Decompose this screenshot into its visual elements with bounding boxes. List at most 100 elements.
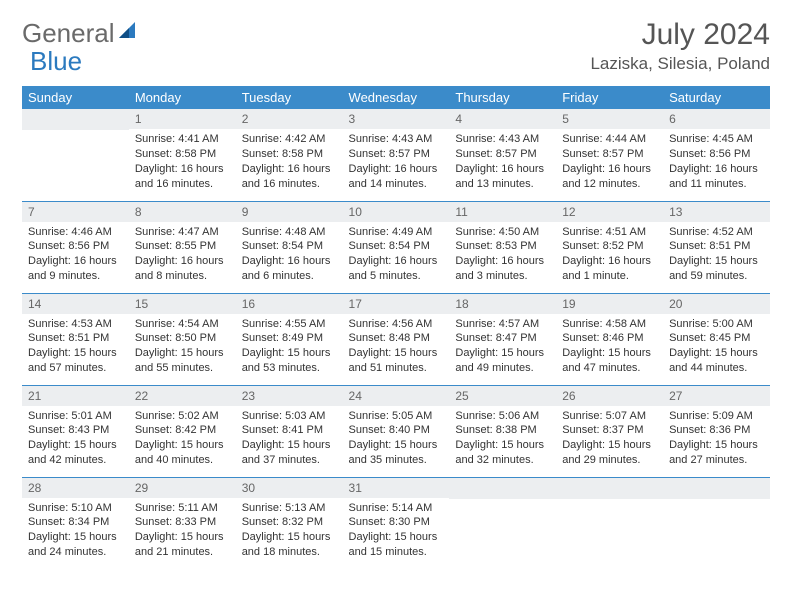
daylight-line1: Daylight: 16 hours bbox=[669, 162, 764, 177]
weekday-header: Sunday bbox=[22, 86, 129, 109]
day-cell: 2Sunrise: 4:42 AMSunset: 8:58 PMDaylight… bbox=[236, 109, 343, 201]
day-cell: 3Sunrise: 4:43 AMSunset: 8:57 PMDaylight… bbox=[343, 109, 450, 201]
sunrise: Sunrise: 5:05 AM bbox=[349, 409, 444, 424]
day-content: Sunrise: 4:44 AMSunset: 8:57 PMDaylight:… bbox=[556, 129, 663, 197]
day-cell: 8Sunrise: 4:47 AMSunset: 8:55 PMDaylight… bbox=[129, 201, 236, 293]
day-content: Sunrise: 4:56 AMSunset: 8:48 PMDaylight:… bbox=[343, 314, 450, 382]
header: General July 2024 Laziska, Silesia, Pola… bbox=[22, 18, 770, 74]
day-content: Sunrise: 4:55 AMSunset: 8:49 PMDaylight:… bbox=[236, 314, 343, 382]
day-cell: 5Sunrise: 4:44 AMSunset: 8:57 PMDaylight… bbox=[556, 109, 663, 201]
day-cell: 26Sunrise: 5:07 AMSunset: 8:37 PMDayligh… bbox=[556, 385, 663, 477]
day-cell: 31Sunrise: 5:14 AMSunset: 8:30 PMDayligh… bbox=[343, 477, 450, 569]
sunset: Sunset: 8:45 PM bbox=[669, 331, 764, 346]
day-number: 24 bbox=[343, 386, 450, 406]
sunset: Sunset: 8:51 PM bbox=[669, 239, 764, 254]
sunset: Sunset: 8:56 PM bbox=[669, 147, 764, 162]
day-content: Sunrise: 4:50 AMSunset: 8:53 PMDaylight:… bbox=[449, 222, 556, 290]
sunset: Sunset: 8:52 PM bbox=[562, 239, 657, 254]
daylight-line1: Daylight: 16 hours bbox=[242, 254, 337, 269]
daylight-line2: and 16 minutes. bbox=[242, 177, 337, 192]
logo-sail-icon bbox=[117, 18, 139, 49]
week-row: 14Sunrise: 4:53 AMSunset: 8:51 PMDayligh… bbox=[22, 293, 770, 385]
sunrise: Sunrise: 4:53 AM bbox=[28, 317, 123, 332]
day-number: 26 bbox=[556, 386, 663, 406]
sunset: Sunset: 8:58 PM bbox=[242, 147, 337, 162]
day-cell: 10Sunrise: 4:49 AMSunset: 8:54 PMDayligh… bbox=[343, 201, 450, 293]
day-cell: 1Sunrise: 4:41 AMSunset: 8:58 PMDaylight… bbox=[129, 109, 236, 201]
day-number: 10 bbox=[343, 202, 450, 222]
day-cell: 28Sunrise: 5:10 AMSunset: 8:34 PMDayligh… bbox=[22, 477, 129, 569]
sunset: Sunset: 8:54 PM bbox=[349, 239, 444, 254]
weekday-header: Monday bbox=[129, 86, 236, 109]
sunrise: Sunrise: 4:44 AM bbox=[562, 132, 657, 147]
day-number: 12 bbox=[556, 202, 663, 222]
daylight-line2: and 44 minutes. bbox=[669, 361, 764, 376]
day-content: Sunrise: 5:13 AMSunset: 8:32 PMDaylight:… bbox=[236, 498, 343, 566]
day-cell: 16Sunrise: 4:55 AMSunset: 8:49 PMDayligh… bbox=[236, 293, 343, 385]
daylight-line1: Daylight: 16 hours bbox=[455, 162, 550, 177]
sunrise: Sunrise: 4:56 AM bbox=[349, 317, 444, 332]
day-number: 6 bbox=[663, 109, 770, 129]
day-content: Sunrise: 5:01 AMSunset: 8:43 PMDaylight:… bbox=[22, 406, 129, 474]
day-content: Sunrise: 4:51 AMSunset: 8:52 PMDaylight:… bbox=[556, 222, 663, 290]
daylight-line1: Daylight: 16 hours bbox=[562, 162, 657, 177]
logo-text-blue-wrap: Blue bbox=[30, 46, 82, 77]
sunrise: Sunrise: 5:03 AM bbox=[242, 409, 337, 424]
weekday-header: Tuesday bbox=[236, 86, 343, 109]
sunrise: Sunrise: 4:48 AM bbox=[242, 225, 337, 240]
day-content: Sunrise: 4:52 AMSunset: 8:51 PMDaylight:… bbox=[663, 222, 770, 290]
sunrise: Sunrise: 4:41 AM bbox=[135, 132, 230, 147]
day-content: Sunrise: 5:10 AMSunset: 8:34 PMDaylight:… bbox=[22, 498, 129, 566]
day-content: Sunrise: 4:46 AMSunset: 8:56 PMDaylight:… bbox=[22, 222, 129, 290]
daylight-line1: Daylight: 16 hours bbox=[349, 162, 444, 177]
day-cell: 30Sunrise: 5:13 AMSunset: 8:32 PMDayligh… bbox=[236, 477, 343, 569]
sunrise: Sunrise: 4:52 AM bbox=[669, 225, 764, 240]
daylight-line1: Daylight: 15 hours bbox=[669, 346, 764, 361]
sunrise: Sunrise: 4:57 AM bbox=[455, 317, 550, 332]
day-content: Sunrise: 4:41 AMSunset: 8:58 PMDaylight:… bbox=[129, 129, 236, 197]
daylight-line2: and 29 minutes. bbox=[562, 453, 657, 468]
sunset: Sunset: 8:38 PM bbox=[455, 423, 550, 438]
daylight-line1: Daylight: 16 hours bbox=[135, 254, 230, 269]
daylight-line2: and 37 minutes. bbox=[242, 453, 337, 468]
day-cell: 15Sunrise: 4:54 AMSunset: 8:50 PMDayligh… bbox=[129, 293, 236, 385]
daylight-line1: Daylight: 16 hours bbox=[242, 162, 337, 177]
day-cell: 24Sunrise: 5:05 AMSunset: 8:40 PMDayligh… bbox=[343, 385, 450, 477]
sunrise: Sunrise: 5:00 AM bbox=[669, 317, 764, 332]
logo: General bbox=[22, 18, 137, 49]
daylight-line1: Daylight: 16 hours bbox=[28, 254, 123, 269]
sunrise: Sunrise: 5:09 AM bbox=[669, 409, 764, 424]
daylight-line1: Daylight: 15 hours bbox=[135, 346, 230, 361]
daylight-line2: and 9 minutes. bbox=[28, 269, 123, 284]
daylight-line2: and 24 minutes. bbox=[28, 545, 123, 560]
daylight-line2: and 3 minutes. bbox=[455, 269, 550, 284]
sunset: Sunset: 8:48 PM bbox=[349, 331, 444, 346]
daylight-line1: Daylight: 15 hours bbox=[349, 530, 444, 545]
daylight-line2: and 16 minutes. bbox=[135, 177, 230, 192]
daylight-line1: Daylight: 16 hours bbox=[455, 254, 550, 269]
daylight-line1: Daylight: 15 hours bbox=[349, 346, 444, 361]
sunrise: Sunrise: 4:58 AM bbox=[562, 317, 657, 332]
sunset: Sunset: 8:34 PM bbox=[28, 515, 123, 530]
day-number: 20 bbox=[663, 294, 770, 314]
day-content: Sunrise: 5:03 AMSunset: 8:41 PMDaylight:… bbox=[236, 406, 343, 474]
sunrise: Sunrise: 5:13 AM bbox=[242, 501, 337, 516]
sunset: Sunset: 8:54 PM bbox=[242, 239, 337, 254]
daylight-line1: Daylight: 15 hours bbox=[455, 346, 550, 361]
sunrise: Sunrise: 4:43 AM bbox=[455, 132, 550, 147]
day-content: Sunrise: 4:49 AMSunset: 8:54 PMDaylight:… bbox=[343, 222, 450, 290]
day-content: Sunrise: 5:11 AMSunset: 8:33 PMDaylight:… bbox=[129, 498, 236, 566]
daylight-line2: and 51 minutes. bbox=[349, 361, 444, 376]
day-cell: 7Sunrise: 4:46 AMSunset: 8:56 PMDaylight… bbox=[22, 201, 129, 293]
day-cell bbox=[556, 477, 663, 569]
day-cell: 19Sunrise: 4:58 AMSunset: 8:46 PMDayligh… bbox=[556, 293, 663, 385]
sunrise: Sunrise: 5:01 AM bbox=[28, 409, 123, 424]
day-cell bbox=[449, 477, 556, 569]
daylight-line2: and 14 minutes. bbox=[349, 177, 444, 192]
daylight-line2: and 21 minutes. bbox=[135, 545, 230, 560]
daylight-line2: and 59 minutes. bbox=[669, 269, 764, 284]
day-number: 23 bbox=[236, 386, 343, 406]
day-number: 1 bbox=[129, 109, 236, 129]
sunrise: Sunrise: 4:47 AM bbox=[135, 225, 230, 240]
day-number: 16 bbox=[236, 294, 343, 314]
